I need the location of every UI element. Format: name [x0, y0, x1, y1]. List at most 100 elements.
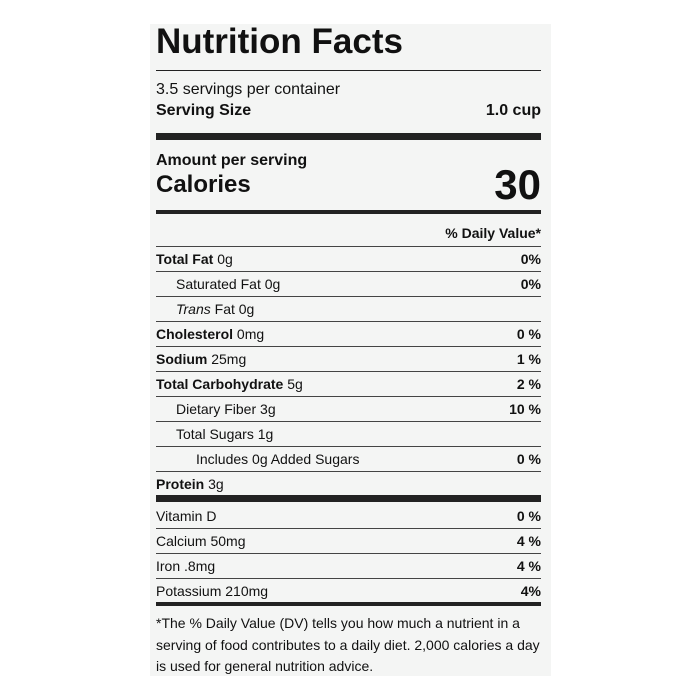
serving-size-label: Serving Size: [156, 102, 252, 119]
dv-header-text: % Daily Value*: [445, 225, 541, 241]
rule: [156, 210, 541, 214]
nutrient-row: Saturated Fat 0g 0%: [156, 275, 541, 293]
nutrient-name-text: Includes 0g Added Sugars: [196, 451, 360, 467]
nutrient-name: Total Sugars 1g: [156, 426, 273, 442]
rule: [156, 296, 541, 297]
rule: [156, 421, 541, 422]
dv-header: % Daily Value*: [156, 224, 541, 242]
nutrient-dv: 1 %: [516, 351, 541, 367]
nutrient-name: Vitamin D: [156, 508, 216, 524]
nutrient-name-text: Iron: [156, 558, 181, 574]
nutrient-dv: 0%: [520, 276, 541, 292]
nutrient-name: Saturated Fat 0g: [156, 276, 280, 292]
rule: [156, 578, 541, 579]
nutrient-name-text: Saturated Fat: [176, 276, 261, 292]
nutrient-name-text: Total Carbohydrate: [156, 376, 284, 392]
nutrient-row: Cholesterol 0mg 0 %: [156, 325, 541, 343]
nutrient-name-text: Potassium: [156, 583, 222, 599]
nutrient-name: Cholesterol 0mg: [156, 326, 264, 342]
title-text: Nutrition Facts: [156, 22, 403, 61]
nutrient-row: Dietary Fiber 3g 10 %: [156, 400, 541, 418]
nutrient-amount: 1g: [257, 426, 274, 442]
nutrient-name-text: Protein: [156, 476, 205, 492]
nutrient-name: Iron .8mg: [156, 558, 215, 574]
nutrient-name: Includes 0g Added Sugars: [156, 451, 359, 467]
rule: [156, 346, 541, 347]
amount-per-serving: Amount per serving: [156, 152, 541, 170]
nutrient-name: Potassium 210mg: [156, 583, 268, 599]
nutrient-amount: 3g: [208, 476, 224, 492]
nutrient-amount: 25mg: [211, 351, 247, 367]
nutrient-name-text: Cholesterol: [156, 326, 234, 342]
rule: [156, 602, 541, 606]
nutrient-name: Sodium 25mg: [156, 351, 246, 367]
nutrient-name: Protein 3g: [156, 476, 224, 492]
nutrient-dv: 2 %: [516, 376, 541, 392]
nutrient-amount: 210mg: [225, 583, 269, 599]
nutrient-name: Trans Fat 0g: [156, 301, 254, 317]
nutrient-name-text: Fat: [214, 301, 235, 317]
nutrient-amount: 3g: [260, 401, 276, 417]
nutrient-row: Total Carbohydrate 5g 2 %: [156, 375, 541, 393]
nutrient-amount: 5g: [287, 376, 303, 392]
nutrient-amount: 0g: [264, 276, 281, 292]
rule: [156, 246, 541, 247]
nutrient-dv: 10 %: [509, 401, 541, 417]
nutrient-name-text: Sodium: [156, 351, 208, 367]
nutrient-amount: 0mg: [236, 326, 265, 342]
nutrient-row: Protein 3g: [156, 475, 541, 493]
rule: [156, 371, 541, 372]
nutrient-dv: 0 %: [516, 508, 541, 524]
nutrient-name-text: Vitamin D: [156, 508, 217, 524]
rule: [156, 553, 541, 554]
nutrient-name: Total Fat 0g: [156, 251, 233, 267]
nutrient-dv: 0 %: [516, 451, 541, 467]
rule: [156, 271, 541, 272]
nutrient-dv: 4 %: [516, 533, 541, 549]
nutrient-amount: 50mg: [210, 533, 246, 549]
thick-rule: [156, 495, 541, 502]
nutrient-dv: 0%: [520, 251, 541, 267]
nutrient-name-italic: Trans: [176, 301, 211, 317]
rule: [156, 396, 541, 397]
nutrient-name: Total Carbohydrate 5g: [156, 376, 303, 392]
rule: [156, 446, 541, 447]
nutrient-dv: 0 %: [516, 326, 541, 342]
calories: Calories 30: [156, 161, 541, 208]
nutrient-row: Total Fat 0g 0%: [156, 250, 541, 268]
calories-label: Calories: [156, 171, 251, 198]
nutrient-name: Calcium 50mg: [156, 533, 246, 549]
nutrient-amount: 0g: [217, 251, 233, 267]
nutrient-dv: 4%: [520, 583, 541, 599]
nutrient-name: Dietary Fiber 3g: [156, 401, 276, 417]
nutrient-row: Sodium 25mg 1 %: [156, 350, 541, 368]
title: Nutrition Facts: [156, 22, 541, 61]
nutrient-row: Includes 0g Added Sugars 0 %: [156, 450, 541, 468]
amount-text: Amount per serving: [156, 152, 308, 169]
nutrient-row: Iron .8mg 4 %: [156, 557, 541, 575]
rule: [156, 70, 541, 71]
footnote-text: *The % Daily Value (DV) tells you how mu…: [156, 615, 540, 674]
nutrient-name-text: Calcium: [156, 533, 207, 549]
nutrition-label: Nutrition Facts 3.5 servings per contain…: [150, 22, 551, 678]
nutrient-row: Total Sugars 1g: [156, 425, 541, 443]
nutrient-amount: 0g: [238, 301, 255, 317]
calories-value: 30: [494, 161, 541, 208]
nutrient-name-text: Dietary Fiber: [176, 401, 257, 417]
thick-rule: [156, 133, 541, 140]
rule: [156, 471, 541, 472]
nutrient-name-text: Total Fat: [156, 251, 214, 267]
serving-size-value: 1.0 cup: [485, 102, 541, 119]
nutrient-name-text: Total Sugars: [176, 426, 254, 442]
nutrient-row: Vitamin D 0 %: [156, 507, 541, 525]
nutrient-dv: 4 %: [516, 558, 541, 574]
servings-text: 3.5 servings per container: [156, 81, 341, 98]
nutrient-row: Calcium 50mg 4 %: [156, 532, 541, 550]
serving-size: Serving Size 1.0 cup: [156, 102, 541, 120]
rule: [156, 321, 541, 322]
footnote: *The % Daily Value (DV) tells you how mu…: [156, 613, 546, 678]
servings: 3.5 servings per container: [156, 81, 541, 99]
rule: [156, 528, 541, 529]
nutrient-row: Potassium 210mg 4%: [156, 582, 541, 600]
nutrient-amount: .8mg: [184, 558, 216, 574]
